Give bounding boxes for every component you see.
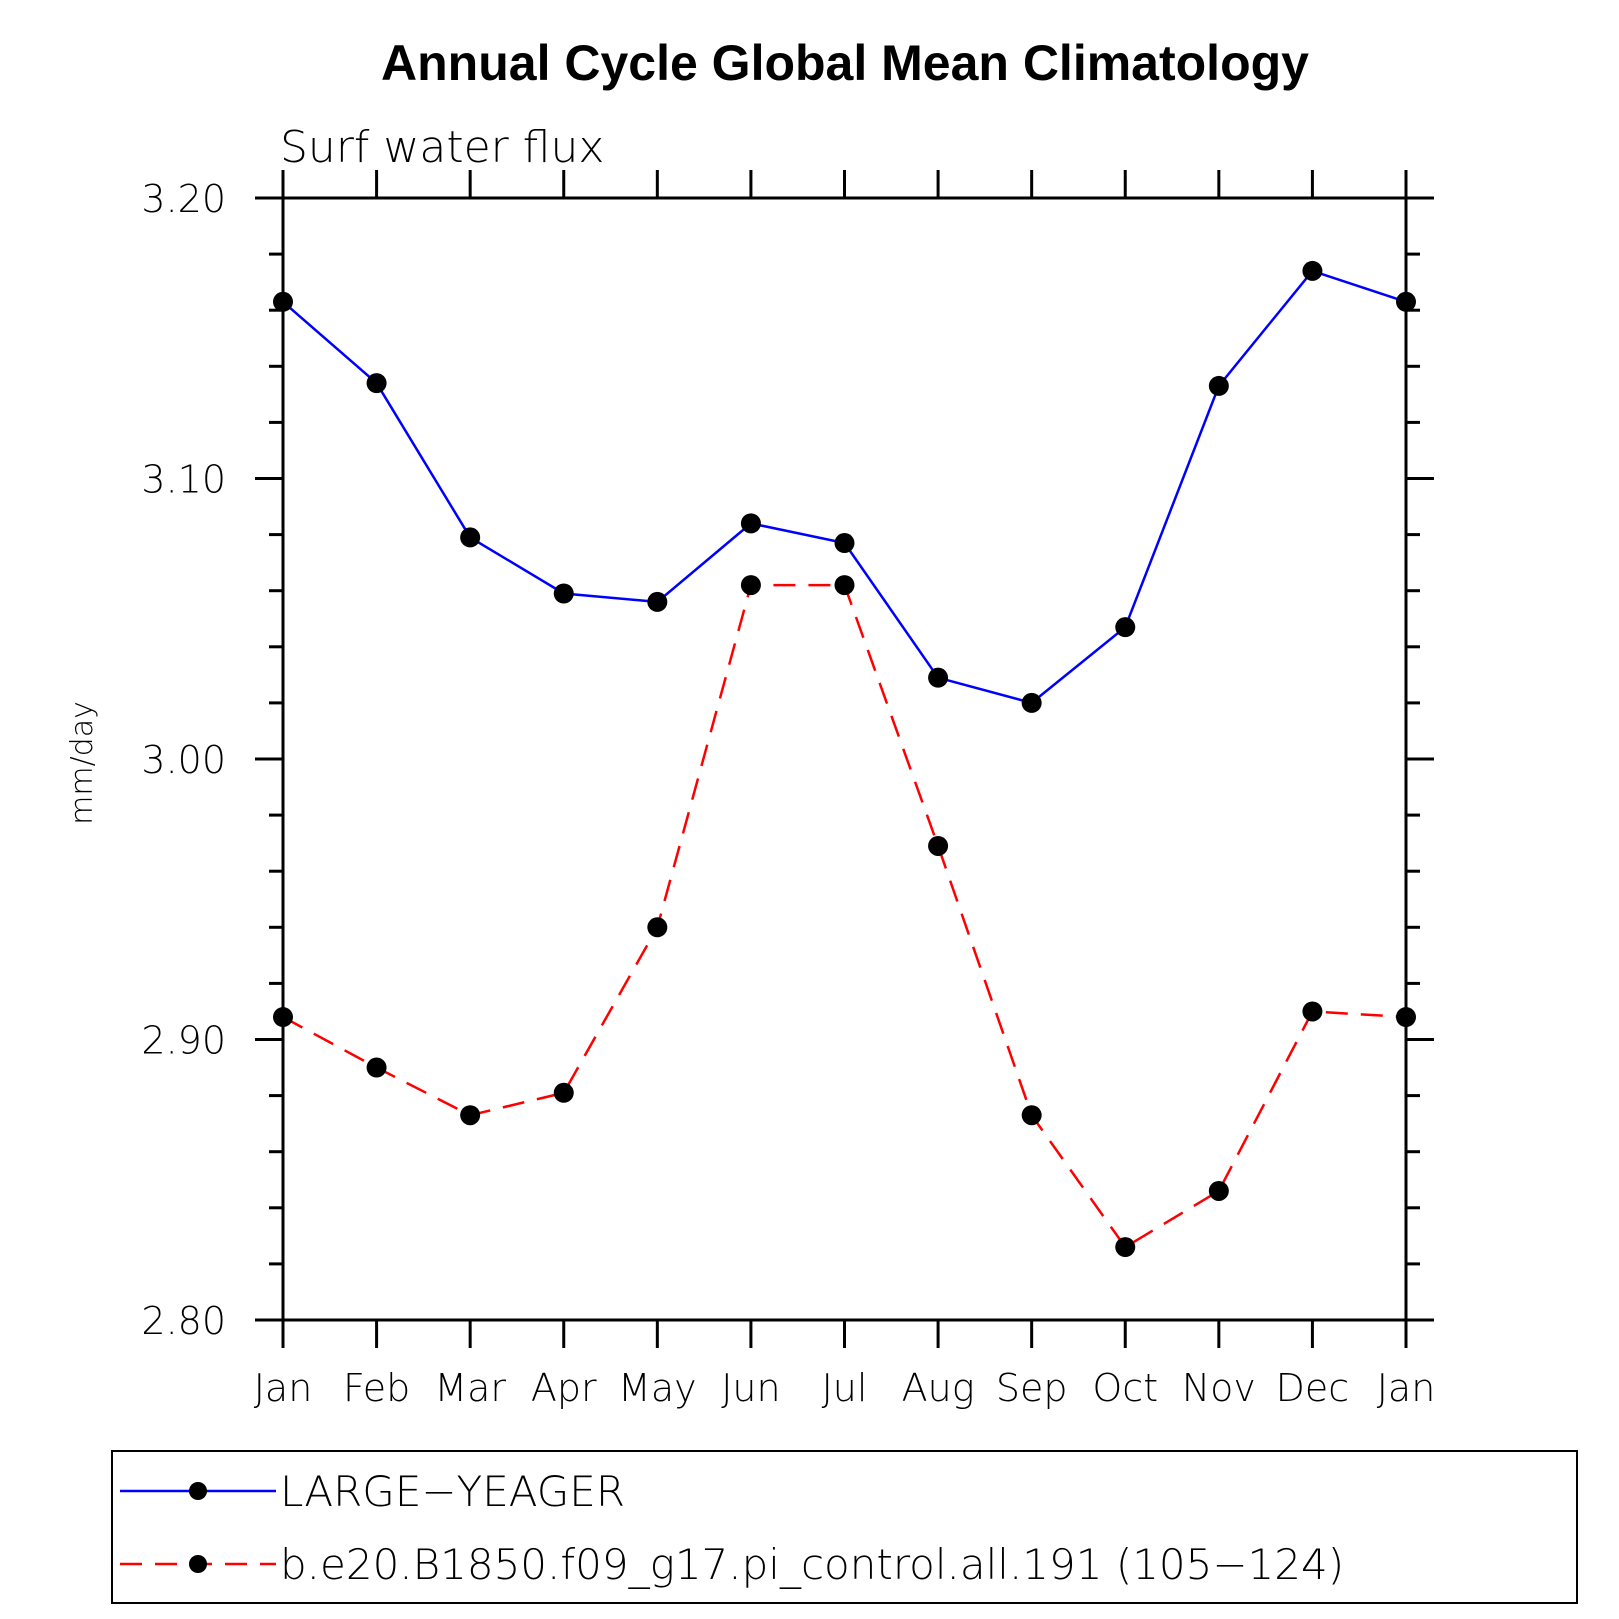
x-tick-label: Jan	[254, 1366, 313, 1410]
data-point	[460, 527, 481, 548]
y-tick-label: 2.80	[141, 1299, 226, 1343]
legend: LARGE−YEAGER b.e20.B1850.f09_g17.pi_contr…	[120, 1467, 1344, 1589]
legend-box	[111, 1450, 1578, 1604]
x-tick-label: Sep	[996, 1366, 1068, 1410]
data-point	[1021, 692, 1042, 713]
y-tick-label: 3.20	[141, 177, 226, 221]
x-tick-label: Jun	[721, 1366, 780, 1410]
x-tick-labels: Jan Feb Mar Apr May Jun Jul Aug Sep Oct Nov Dec Jan	[254, 1366, 1436, 1410]
legend-label-2: b.e20.B1850.f09_g17.pi_control.all.191 (…	[280, 1540, 1344, 1589]
y-axis-label: mm/day	[65, 701, 100, 825]
data-point	[928, 667, 949, 688]
y-tick-label: 3.00	[141, 738, 226, 782]
data-point	[740, 575, 761, 596]
data-point	[1208, 1180, 1229, 1201]
data-point	[1302, 260, 1323, 281]
x-tick-label: Jul	[822, 1366, 868, 1410]
x-tick-label: Feb	[343, 1366, 410, 1410]
data-point	[553, 583, 574, 604]
data-point	[553, 1082, 574, 1103]
x-tick-label: Nov	[1182, 1366, 1256, 1410]
data-point	[647, 591, 668, 612]
x-tick-label: Jan	[1377, 1366, 1436, 1410]
data-point	[366, 1057, 387, 1078]
plot-frame	[281, 196, 1408, 1322]
x-tick-label: Aug	[902, 1366, 975, 1410]
data-point	[834, 575, 855, 596]
data-point	[647, 917, 668, 938]
x-tick-label: Oct	[1092, 1366, 1158, 1410]
chart-title: Annual Cycle Global Mean Climatology	[381, 35, 1309, 91]
y-tick-label: 2.90	[141, 1019, 226, 1063]
legend-marker	[189, 1482, 207, 1500]
chart-subtitle: Surf water flux	[280, 122, 604, 173]
y-tick-labels: 2.80 2.90 3.00 3.10 3.20	[141, 177, 226, 1343]
data-point	[1208, 375, 1229, 396]
data-point	[1115, 1237, 1136, 1258]
x-tick-label: Dec	[1276, 1366, 1350, 1410]
series-line-1	[282, 269, 1407, 705]
x-tick-label: May	[618, 1366, 697, 1410]
legend-marker	[189, 1555, 207, 1573]
x-tick-label: Apr	[531, 1366, 597, 1410]
data-point	[1302, 1001, 1323, 1022]
data-point	[1115, 617, 1136, 638]
y-tick-label: 3.10	[141, 458, 226, 502]
series-layer	[273, 260, 1416, 1258]
data-point	[366, 373, 387, 394]
legend-label-1: LARGE−YEAGER	[280, 1467, 625, 1516]
axis-ticks	[255, 170, 1434, 1348]
series-line-2	[282, 583, 1407, 1249]
data-point	[740, 513, 761, 534]
data-point	[834, 533, 855, 554]
data-point	[460, 1105, 481, 1126]
x-tick-label: Mar	[434, 1366, 506, 1410]
data-point	[928, 835, 949, 856]
data-point	[1021, 1105, 1042, 1126]
